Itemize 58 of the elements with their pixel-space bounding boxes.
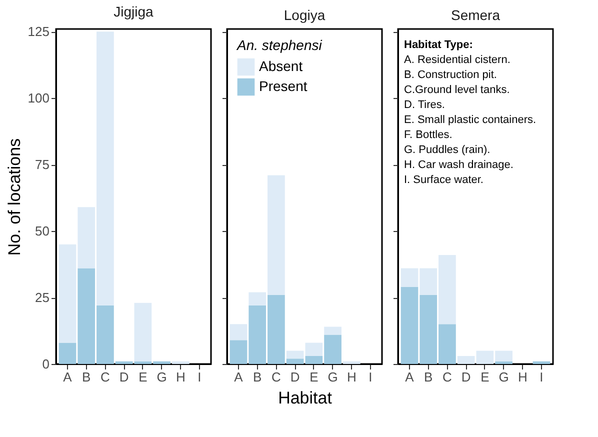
x-tick-label: E	[480, 370, 490, 384]
y-tick-label: 125	[28, 24, 50, 40]
x-tick-label: I	[540, 370, 544, 384]
legend-label: Present	[259, 78, 308, 94]
annotation: D. Tires.	[404, 99, 445, 111]
bar	[134, 302, 152, 362]
bar	[305, 342, 323, 356]
x-tick-label: C	[100, 370, 110, 384]
annotation: F. Bottles.	[404, 129, 452, 141]
y-tick-label: 0	[42, 356, 50, 372]
x-tick-label: B	[82, 370, 91, 384]
x-tick-label: C	[272, 370, 281, 384]
y-tick-label: 50	[35, 224, 50, 239]
bar	[457, 356, 475, 364]
bar	[286, 350, 304, 359]
y-tick-label: 75	[35, 157, 50, 172]
annotation: C.Ground level tanks.	[404, 84, 510, 96]
x-tick-label: H	[346, 370, 356, 384]
legend-title: An. stephensi	[236, 37, 323, 53]
x-tick-label: A	[63, 370, 72, 384]
annotation: G. Puddles (rain).	[404, 144, 490, 156]
x-tick-label: E	[138, 370, 148, 384]
annotation: Habitat Type:	[404, 39, 473, 51]
annotation: H. Car wash drainage.	[404, 159, 514, 171]
x-tick-label: B	[253, 370, 262, 384]
x-tick-label: B	[424, 370, 433, 384]
x-tick-label: G	[156, 370, 167, 384]
x-tick-label: H	[176, 370, 186, 384]
y-tick-label: 25	[35, 290, 50, 306]
chart-title: Semera	[450, 7, 500, 23]
bar	[532, 361, 550, 364]
x-axis-title: Habitat	[278, 388, 332, 408]
x-tick-label: I	[368, 370, 372, 384]
x-tick-label: H	[518, 370, 528, 384]
x-tick-label: D	[461, 370, 471, 384]
x-tick-label: D	[119, 370, 129, 384]
bar	[172, 361, 190, 364]
x-tick-label: E	[310, 370, 319, 384]
annotation: A. Residential cistern.	[404, 54, 510, 66]
x-tick-label: A	[234, 370, 244, 384]
x-tick-label: C	[442, 370, 452, 384]
annotation: B. Construction pit.	[404, 69, 497, 81]
y-tick-label: 100	[28, 90, 50, 106]
annotation: I. Surface water.	[404, 174, 484, 186]
bar	[324, 326, 342, 335]
x-tick-label: I	[198, 370, 202, 384]
chart-title: Jigjiga	[114, 4, 154, 20]
x-tick-label: A	[405, 370, 414, 384]
x-tick-label: G	[328, 370, 338, 384]
y-axis-title: No. of locations	[4, 138, 24, 256]
x-tick-label: D	[290, 370, 300, 384]
chart-title: Logiya	[284, 7, 326, 23]
annotation: E. Small plastic containers.	[404, 114, 536, 126]
legend-label: Absent	[259, 58, 303, 74]
bar	[495, 361, 512, 364]
bar	[342, 361, 360, 364]
x-tick-label: G	[498, 370, 509, 384]
bar	[230, 324, 248, 340]
